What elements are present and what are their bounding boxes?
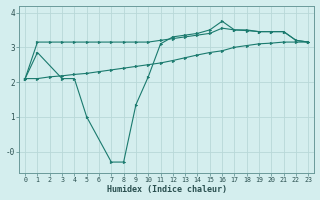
X-axis label: Humidex (Indice chaleur): Humidex (Indice chaleur): [107, 185, 227, 194]
